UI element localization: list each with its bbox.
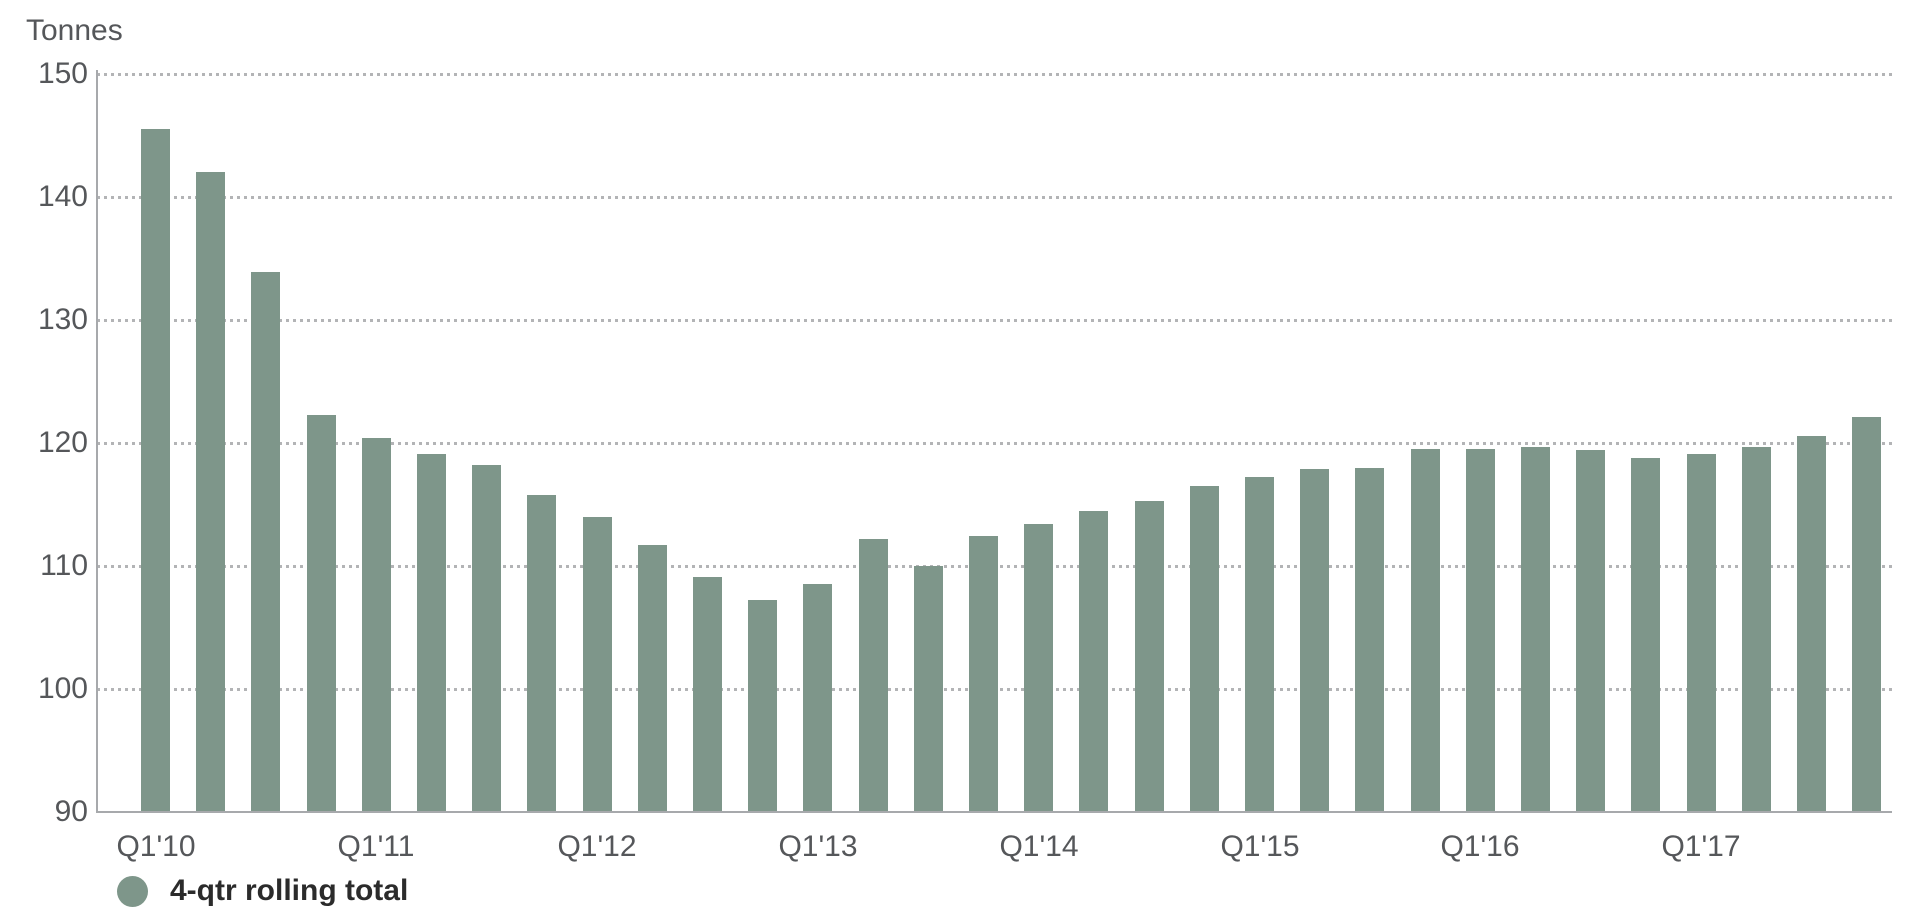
y-axis-line [96,70,98,813]
x-tick-label-Q1-15: Q1'15 [1220,830,1300,863]
gridline-150 [97,73,1892,76]
bar-Q4-14 [1190,486,1219,812]
bar-Q3-12 [693,577,722,812]
bar-Q4-11 [527,495,556,812]
x-tick-label-Q1-12: Q1'12 [557,830,637,863]
y-tick-label-140: 140 [37,180,88,213]
x-tick-label-Q1-17: Q1'17 [1661,830,1741,863]
y-tick-label-110: 110 [40,549,88,582]
x-tick-label-Q1-13: Q1'13 [778,830,858,863]
x-tick-label-Q1-14: Q1'14 [999,830,1079,863]
bar-Q1-14 [1024,524,1053,812]
gridline-130 [97,319,1892,322]
bar-Q4-13 [969,536,998,812]
bar-Q3-17 [1797,436,1826,812]
bar-Q3-14 [1135,501,1164,812]
bar-Q2-14 [1079,511,1108,812]
bar-Q1-12 [583,517,612,812]
bar-Q4-10 [307,415,336,812]
y-tick-label-130: 130 [37,303,88,336]
legend: 4-qtr rolling total [117,874,408,908]
y-axis-title: Tonnes [26,14,123,47]
x-tick-label-Q1-11: Q1'11 [337,830,415,863]
bar-Q3-11 [472,465,501,812]
bar-Q2-17 [1742,447,1771,812]
legend-label: 4-qtr rolling total [170,874,409,907]
bar-Q1-17 [1687,454,1716,812]
bar-Q4-17 [1852,417,1881,812]
bar-Q4-15 [1411,449,1440,812]
bar-Q3-13 [914,566,943,812]
bar-Q1-15 [1245,477,1274,812]
legend-circle-marker [117,875,148,907]
y-tick-label-90: 90 [54,795,88,828]
bar-Q2-12 [638,545,667,812]
y-tick-label-100: 100 [37,672,88,705]
gridline-140 [97,196,1892,199]
bar-Q1-11 [362,438,391,812]
bar-Q2-10 [196,172,225,812]
bar-Q2-15 [1300,469,1329,812]
y-tick-label-150: 150 [37,57,88,90]
bar-Q1-13 [803,584,832,812]
bar-Q2-16 [1521,447,1550,812]
x-tick-label-Q1-16: Q1'16 [1440,830,1520,863]
x-tick-label-Q1-10: Q1'10 [116,830,196,863]
bar-Q3-15 [1355,468,1384,812]
bar-Q2-13 [859,539,888,812]
y-tick-label-120: 120 [37,426,88,459]
gridline-120 [97,442,1892,445]
x-axis-baseline [97,811,1892,813]
bar-Q1-10 [141,129,170,812]
bar-Q3-10 [251,272,280,812]
bar-Q3-16 [1576,450,1605,812]
bar-Q4-12 [748,600,777,812]
bar-Q1-16 [1466,449,1495,812]
bar-Q4-16 [1631,458,1660,812]
bar-Q2-11 [417,454,446,812]
